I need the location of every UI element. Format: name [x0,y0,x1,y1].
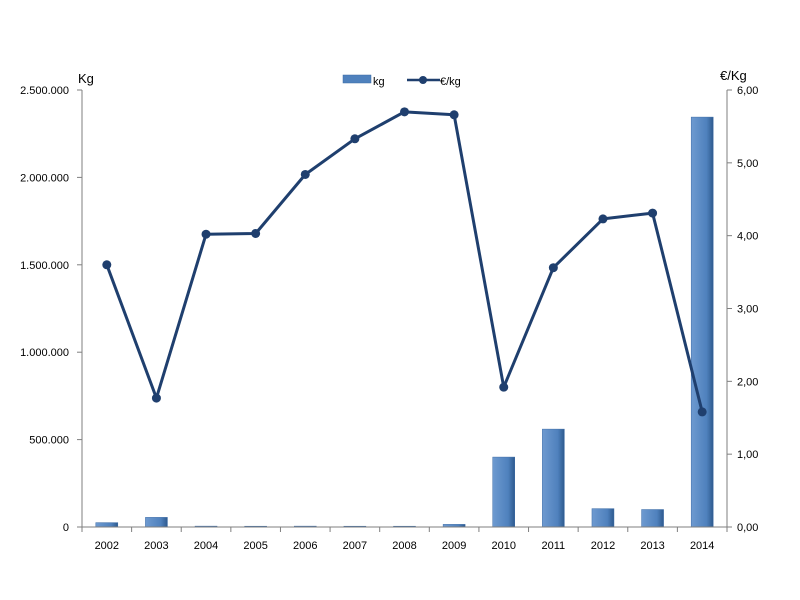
price-point-2010 [499,382,509,392]
y-right-axis-label: €/Kg [720,68,747,83]
price-point-2012 [598,214,608,224]
price-point-2011 [548,263,558,273]
axes: 0 500.000 1.000.000 1.500.000 2.000.000 2.500… [20,85,758,552]
price-point-2004 [201,229,211,239]
legend-swatch-kg [342,74,372,84]
legend-marker-price [419,76,427,84]
x-tick-label-2011: 2011 [542,540,566,552]
bar-2010 [492,456,515,528]
price-point-2009 [449,110,459,120]
x-tick-label-2002: 2002 [95,540,119,552]
x-tick-label-2009: 2009 [442,540,466,552]
y-right-tick-label: 6,00 [737,85,758,97]
y-left-tick-label: 1.000.000 [20,347,69,359]
y-left-tick-label: 1.500.000 [20,260,69,272]
price-point-2008 [400,107,409,117]
x-tick-label-2010: 2010 [491,540,515,552]
bar-2002 [95,522,119,528]
legend-label-price: €/kg [440,76,461,88]
y-right-tick-label: 4,00 [737,231,758,243]
y-right-tick-label: 5,00 [737,158,758,170]
bar-2014 [690,116,714,528]
x-tick-label-2014: 2014 [690,540,714,552]
price-point-2014 [697,407,707,417]
y-left-tick-label: 2.500.000 [20,85,69,97]
x-tick-label-2008: 2008 [392,540,416,552]
bar-2012 [591,508,615,528]
x-tick-label-2004: 2004 [194,540,218,552]
price-point-2013 [648,208,658,218]
price-point-2006 [300,169,310,179]
y-left-tick-label: 0 [63,522,69,534]
x-tick-label-2006: 2006 [293,540,317,552]
bar-series-kg [95,116,714,528]
x-tick-label-2005: 2005 [243,540,267,552]
legend: kg €/kg [342,74,461,88]
y-right-tick-label: 0,00 [737,522,758,534]
price-point-2002 [102,260,112,270]
legend-label-kg: kg [373,76,385,88]
price-point-2003 [151,393,161,403]
y-left-axis-label: Kg [78,71,94,86]
x-tick-label-2003: 2003 [144,540,168,552]
bar-2013 [641,509,664,528]
bar-2011 [542,428,565,528]
y-left-tick-label: 500.000 [29,435,69,447]
line-series-price [102,107,707,417]
y-right-tick-label: 2,00 [737,376,758,388]
price-point-2007 [350,134,360,144]
y-right-tick-label: 1,00 [737,449,758,461]
x-tick-label-2007: 2007 [343,540,367,552]
price-line [105,110,704,413]
y-right-tick-label: 3,00 [737,304,758,316]
price-point-2005 [251,228,261,238]
bar-2003 [145,517,168,528]
x-tick-label-2012: 2012 [591,540,615,552]
x-tick-label-2013: 2013 [640,540,664,552]
y-left-tick-label: 2.000.000 [20,172,69,184]
